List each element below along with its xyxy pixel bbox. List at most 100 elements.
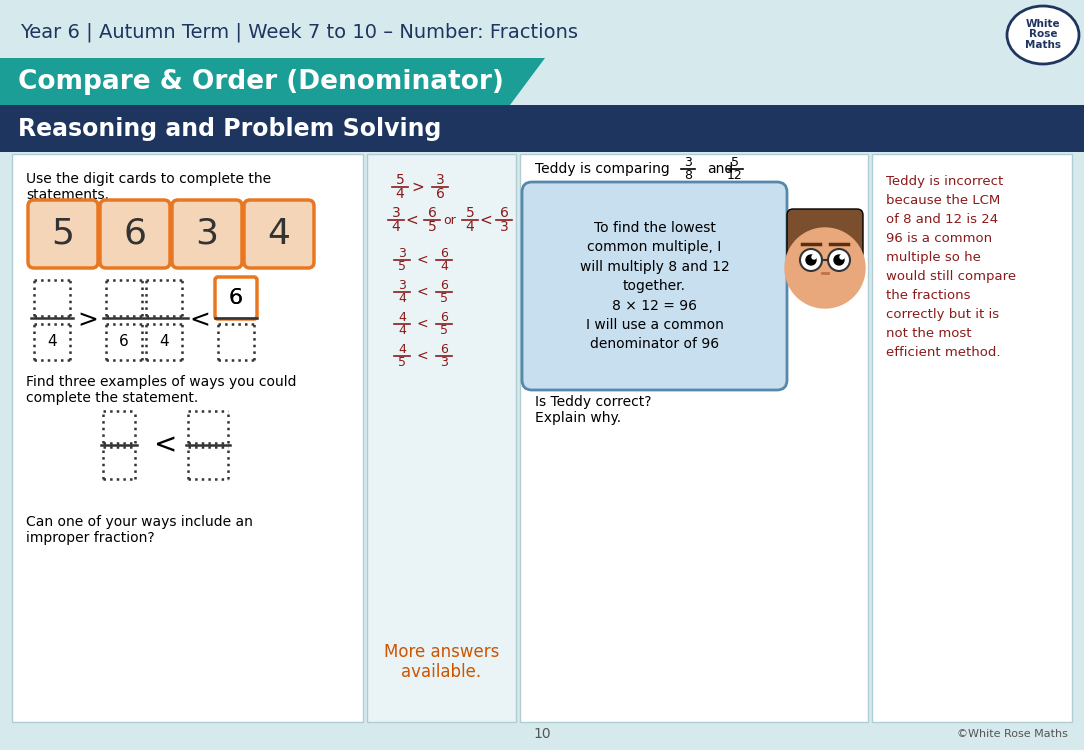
Text: 4: 4 (398, 344, 405, 356)
Text: 3: 3 (436, 173, 444, 187)
Text: 3: 3 (391, 206, 400, 220)
Text: 6: 6 (119, 334, 129, 350)
Bar (872, 154, 1072, 722)
Text: White: White (1025, 19, 1060, 29)
Bar (34, 280, 70, 316)
FancyBboxPatch shape (244, 200, 314, 268)
Text: improper fraction?: improper fraction? (26, 531, 155, 545)
Circle shape (840, 255, 844, 259)
Text: 4: 4 (268, 217, 291, 251)
Text: Use the digit cards to complete the: Use the digit cards to complete the (26, 172, 271, 186)
Circle shape (828, 249, 850, 271)
Text: <: < (479, 212, 492, 227)
Bar (367, 154, 516, 722)
Text: <: < (416, 285, 428, 299)
Text: or: or (443, 214, 456, 226)
Circle shape (800, 249, 822, 271)
Text: More answers
available.: More answers available. (384, 643, 500, 682)
Text: 4: 4 (466, 220, 475, 234)
Bar (0, 105, 1084, 152)
Circle shape (834, 255, 844, 265)
Text: Rose: Rose (1029, 29, 1057, 39)
Text: <: < (405, 212, 418, 227)
Text: Compare & Order (Denominator): Compare & Order (Denominator) (18, 69, 504, 95)
Bar (146, 324, 182, 360)
Text: 5: 5 (427, 220, 437, 234)
FancyBboxPatch shape (522, 182, 787, 390)
Text: 3: 3 (684, 156, 692, 170)
Text: Year 6 | Autumn Term | Week 7 to 10 – Number: Fractions: Year 6 | Autumn Term | Week 7 to 10 – Nu… (20, 22, 578, 42)
Text: 6: 6 (124, 217, 146, 251)
Text: >: > (412, 179, 424, 194)
FancyBboxPatch shape (172, 200, 242, 268)
Bar (12, 154, 363, 722)
Text: Teddy is comparing: Teddy is comparing (535, 162, 670, 176)
Text: <: < (154, 431, 177, 459)
FancyBboxPatch shape (787, 209, 863, 259)
Text: 3: 3 (398, 248, 405, 260)
Text: Can one of your ways include an: Can one of your ways include an (26, 515, 253, 529)
Bar (106, 324, 142, 360)
Text: 4: 4 (396, 187, 404, 201)
Text: 6: 6 (229, 288, 243, 308)
Text: Teddy is incorrect
because the LCM
of 8 and 12 is 24
96 is a common
multiple so : Teddy is incorrect because the LCM of 8 … (886, 175, 1016, 359)
Circle shape (806, 255, 816, 265)
Text: >: > (78, 308, 99, 332)
Text: 6: 6 (500, 206, 508, 220)
Bar (146, 280, 182, 316)
Text: 8: 8 (684, 169, 692, 182)
Circle shape (785, 228, 865, 308)
Text: <: < (416, 253, 428, 267)
Text: 3: 3 (398, 279, 405, 292)
Text: <: < (416, 317, 428, 331)
Text: complete the statement.: complete the statement. (26, 391, 198, 405)
Ellipse shape (1007, 6, 1079, 64)
Text: 4: 4 (391, 220, 400, 234)
Bar (106, 280, 142, 316)
Text: 6: 6 (427, 206, 437, 220)
Text: 6: 6 (440, 279, 448, 292)
Text: 4: 4 (48, 334, 56, 350)
FancyBboxPatch shape (100, 200, 170, 268)
Text: <: < (416, 349, 428, 363)
Bar (520, 154, 868, 722)
Text: 5: 5 (440, 324, 448, 337)
Text: 3: 3 (500, 220, 508, 234)
Text: 6: 6 (440, 344, 448, 356)
Text: 4: 4 (398, 324, 405, 337)
Text: ©White Rose Maths: ©White Rose Maths (957, 729, 1068, 739)
Bar (218, 324, 254, 360)
Text: 4: 4 (398, 311, 405, 324)
Text: 6: 6 (440, 311, 448, 324)
Text: 3: 3 (440, 356, 448, 369)
Circle shape (812, 255, 816, 259)
Text: 4: 4 (440, 260, 448, 273)
Text: 5: 5 (440, 292, 448, 304)
Text: 6: 6 (440, 248, 448, 260)
Bar (103, 447, 134, 479)
Text: and: and (707, 162, 733, 176)
Bar (188, 411, 228, 443)
Text: 5: 5 (52, 217, 75, 251)
Text: Reasoning and Problem Solving: Reasoning and Problem Solving (18, 117, 441, 141)
Text: 5: 5 (398, 260, 406, 273)
Text: To find the lowest
common multiple, I
will multiply 8 and 12
together.
8 × 12 = : To find the lowest common multiple, I wi… (580, 220, 730, 352)
Text: Is Teddy correct?
Explain why.: Is Teddy correct? Explain why. (535, 395, 651, 425)
FancyBboxPatch shape (28, 200, 98, 268)
Text: 3: 3 (195, 217, 219, 251)
Text: 5: 5 (731, 156, 739, 170)
Text: Find three examples of ways you could: Find three examples of ways you could (26, 375, 297, 389)
Text: 5: 5 (466, 206, 475, 220)
FancyBboxPatch shape (215, 277, 257, 319)
Text: 4: 4 (398, 292, 405, 304)
Text: 6: 6 (229, 288, 243, 308)
Text: 6: 6 (436, 187, 444, 201)
Bar (103, 411, 134, 443)
Bar (34, 324, 70, 360)
Text: <: < (190, 308, 210, 332)
Text: Maths: Maths (1025, 40, 1061, 50)
Bar (188, 447, 228, 479)
Text: statements.: statements. (26, 188, 109, 202)
Polygon shape (0, 58, 545, 105)
Text: 5: 5 (398, 356, 406, 369)
